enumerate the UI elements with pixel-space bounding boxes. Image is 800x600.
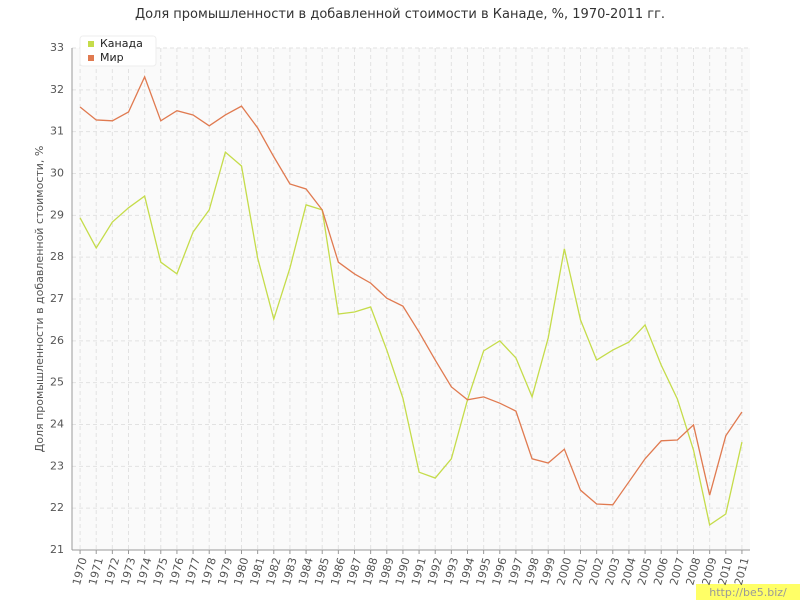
legend-label: Канада	[100, 37, 143, 50]
y-tick-label: 22	[50, 501, 64, 514]
series-line	[79, 75, 743, 506]
legend-box	[79, 35, 157, 67]
y-axis-label: Доля промышленности в добавленной стоимо…	[33, 146, 46, 453]
series-line	[79, 151, 743, 526]
watermark-bg	[696, 584, 800, 600]
chart-title: Доля промышленности в добавленной стоимо…	[135, 7, 665, 22]
y-tick-label: 32	[50, 83, 64, 96]
y-tick-label: 21	[50, 543, 64, 556]
y-tick-label: 28	[50, 250, 64, 263]
y-tick-label: 24	[50, 418, 64, 431]
y-tick-label: 30	[50, 167, 64, 180]
y-tick-label: 26	[50, 334, 64, 347]
y-tick-label: 33	[50, 41, 64, 54]
y-tick-label: 29	[50, 208, 64, 221]
y-tick-label: 23	[50, 459, 64, 472]
legend-swatch	[88, 41, 94, 47]
watermark: http://be5.biz/	[709, 586, 787, 599]
y-tick-label: 27	[50, 292, 64, 305]
legend-label: Мир	[100, 51, 124, 64]
legend-swatch	[88, 55, 94, 61]
y-tick-label: 31	[50, 125, 64, 138]
y-tick-label: 25	[50, 376, 64, 389]
